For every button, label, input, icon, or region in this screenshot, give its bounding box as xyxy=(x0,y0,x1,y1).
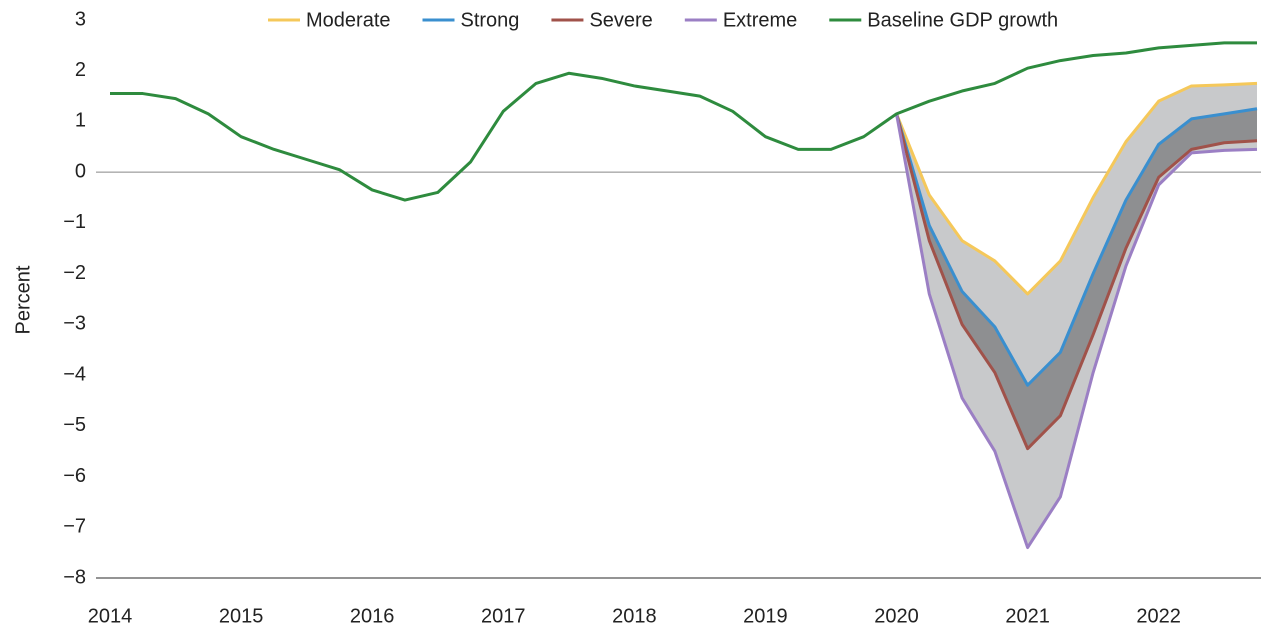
legend-label: Extreme xyxy=(723,9,797,31)
legend-label: Strong xyxy=(461,9,520,31)
series-line xyxy=(895,113,1258,451)
legend-label: Baseline GDP growth xyxy=(867,9,1058,31)
x-tick-label: 2014 xyxy=(88,605,133,627)
legend-label: Moderate xyxy=(306,9,391,31)
y-tick-label: −1 xyxy=(63,211,86,233)
y-tick-label: 2 xyxy=(75,59,86,81)
y-tick-label: −5 xyxy=(63,414,86,436)
y-tick-label: −8 xyxy=(63,566,86,588)
y-tick-label: −7 xyxy=(63,516,86,538)
y-tick-label: 3 xyxy=(75,8,86,30)
series-line xyxy=(895,81,1258,296)
y-axis-label: Percent xyxy=(12,265,34,334)
x-tick-label: 2017 xyxy=(481,605,526,627)
series-line xyxy=(895,113,1258,550)
series-line xyxy=(895,107,1258,387)
y-tick-label: −4 xyxy=(63,363,86,385)
y-tick-label: 1 xyxy=(75,110,86,132)
x-tick-label: 2016 xyxy=(350,605,395,627)
x-tick-label: 2019 xyxy=(743,605,788,627)
legend-label: Severe xyxy=(589,9,652,31)
series-line xyxy=(110,41,1257,202)
y-tick-label: 0 xyxy=(75,160,86,182)
y-tick-label: −2 xyxy=(63,262,86,284)
x-tick-label: 2020 xyxy=(874,605,919,627)
x-tick-label: 2021 xyxy=(1005,605,1050,627)
x-tick-label: 2018 xyxy=(612,605,657,627)
y-tick-label: −6 xyxy=(63,465,86,487)
x-tick-label: 2022 xyxy=(1136,605,1181,627)
y-tick-label: −3 xyxy=(63,313,86,335)
x-tick-label: 2015 xyxy=(219,605,264,627)
